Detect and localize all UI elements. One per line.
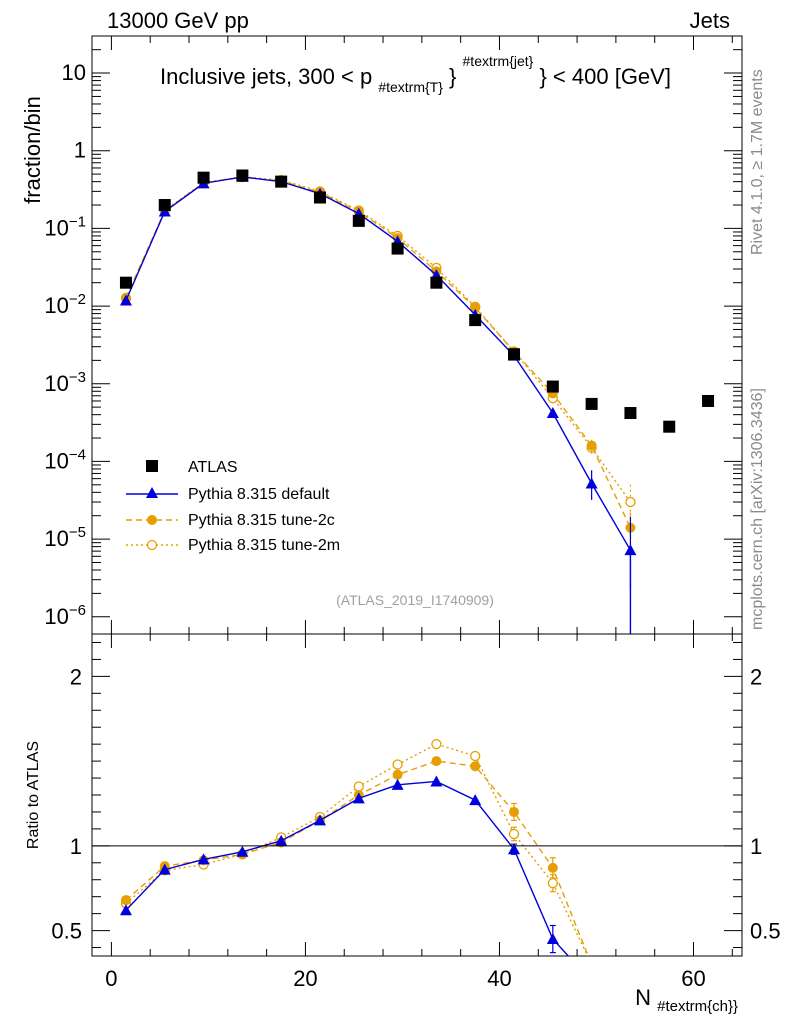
series-line-2 [125, 176, 632, 529]
ratio-series-group [119, 739, 589, 956]
main-y-tick-label: 10 [62, 60, 86, 85]
ratio-point [547, 877, 558, 889]
ratio-point [392, 759, 403, 770]
ratio-y-tick-label-right: 0.5 [750, 919, 781, 944]
atlas-data-point [391, 242, 404, 255]
ratio-y-tick-label-right: 2 [750, 664, 762, 689]
header-right: Jets [690, 8, 730, 33]
legend-tune2m-marker [146, 539, 158, 551]
ratio-point [197, 853, 210, 865]
ratio-ylabel: Ratio to ATLAS [25, 741, 42, 849]
ratio-point [547, 862, 558, 873]
header-left: 13000 GeV pp [107, 8, 249, 33]
atlas-data-point [197, 171, 210, 184]
data-point [625, 496, 636, 508]
data-point [546, 407, 559, 419]
rivet-label: Rivet 4.1.0, ≥ 1.7M events [749, 69, 766, 255]
data-point [119, 294, 132, 306]
ratio-point [275, 834, 288, 846]
main-title: Inclusive jets, 300 < p #textrm{T} } #te… [160, 46, 671, 97]
legend-default-marker [146, 487, 158, 498]
ratio-point [430, 775, 443, 787]
ratio-point [546, 933, 559, 945]
series-line-3 [125, 176, 632, 503]
ratio-point [236, 845, 249, 857]
x-axis-label: N #textrm{ch}} [635, 985, 738, 1015]
atlas-data-point [236, 169, 249, 182]
main-y-tick-label: 10−3 [44, 369, 86, 396]
legend-default-label: Pythia 8.315 default [188, 486, 330, 503]
ratio-point [470, 761, 481, 772]
data-point [470, 302, 481, 313]
atlas-data-point [313, 191, 326, 204]
ratio-line-2 [125, 743, 589, 956]
x-tick-label: 40 [487, 966, 511, 991]
ratio-point [119, 904, 132, 916]
atlas-data-point [663, 420, 676, 433]
atlas-data-point [624, 407, 637, 420]
ratio-point [120, 895, 131, 906]
ratio-y-tick-label: 2 [70, 664, 82, 689]
atlas-data-point [508, 348, 521, 361]
main-title-sub: #textrm{T} [378, 79, 443, 95]
ratio-point [469, 794, 482, 806]
atlas-data-point [546, 380, 559, 393]
atlas-data-point [585, 397, 598, 410]
ratio-y-tick-label: 0.5 [51, 919, 82, 944]
main-y-tick-label: 10−2 [44, 291, 86, 318]
atlas-data-point [119, 276, 132, 289]
ratio-point [470, 750, 481, 762]
ratio-point [313, 814, 326, 826]
legend-tune2m-label: Pythia 8.315 tune-2m [188, 537, 340, 554]
x-axis-label-sub: #textrm{ch}} [657, 998, 738, 1015]
main-axis-ticks: 10 1 10−1 10−2 10−3 10−4 10−5 10−6 [44, 35, 742, 634]
main-y-tick-label: 10−6 [44, 602, 86, 629]
legend-tune2c-label: Pythia 8.315 tune-2c [188, 512, 335, 529]
main-y-tick-label: 10−1 [44, 213, 86, 240]
main-series-group [119, 169, 715, 634]
legend-tune2c-marker [147, 515, 157, 525]
main-y-tick-label: 10−4 [44, 446, 86, 473]
atlas-data-point [469, 314, 482, 327]
legend-atlas-label: ATLAS [188, 459, 238, 476]
ratio-axis-ticks: 0.5 0.51 12 20 20 40 60 [51, 634, 781, 991]
ratio-plot-frame [91, 633, 743, 957]
data-point [585, 477, 598, 489]
atlas-data-point [158, 199, 171, 212]
x-tick-label: 60 [681, 966, 705, 991]
ratio-point [508, 828, 520, 840]
ratio-point [431, 756, 442, 767]
ratio-point [353, 781, 364, 792]
main-title-sup: #textrm{jet} [463, 53, 534, 69]
ratio-point [158, 863, 171, 875]
ratio-point [431, 739, 442, 750]
legend-atlas-marker [146, 460, 158, 472]
atlas-data-point [702, 394, 715, 407]
ratio-point [392, 769, 403, 780]
ratio-line-0 [125, 780, 570, 956]
main-y-tick-label: 10−5 [44, 524, 86, 551]
x-tick-label: 20 [293, 966, 317, 991]
series-line-1 [125, 176, 632, 551]
ratio-point [391, 778, 404, 790]
ratio-y-tick-label-right: 1 [750, 834, 762, 859]
main-y-tick-label: 1 [74, 138, 86, 163]
ratio-point [509, 806, 520, 817]
atlas-data-point [275, 175, 288, 188]
ratio-y-tick-label: 1 [70, 834, 82, 859]
ratio-point [508, 843, 521, 855]
main-ylabel: fraction/bin [20, 96, 45, 204]
atlas-data-point [352, 214, 365, 227]
mcplots-label: mcplots.cern.ch [arXiv:1306.3436] [749, 388, 766, 630]
data-point [586, 440, 597, 451]
data-point [624, 544, 637, 556]
x-tick-label: 0 [105, 966, 117, 991]
atlas-data-point [430, 276, 443, 289]
analysis-id: (ATLAS_2019_I1740909) [336, 592, 494, 608]
legend: ATLAS Pythia 8.315 default Pythia 8.315 … [126, 459, 340, 554]
ratio-point [352, 792, 365, 804]
